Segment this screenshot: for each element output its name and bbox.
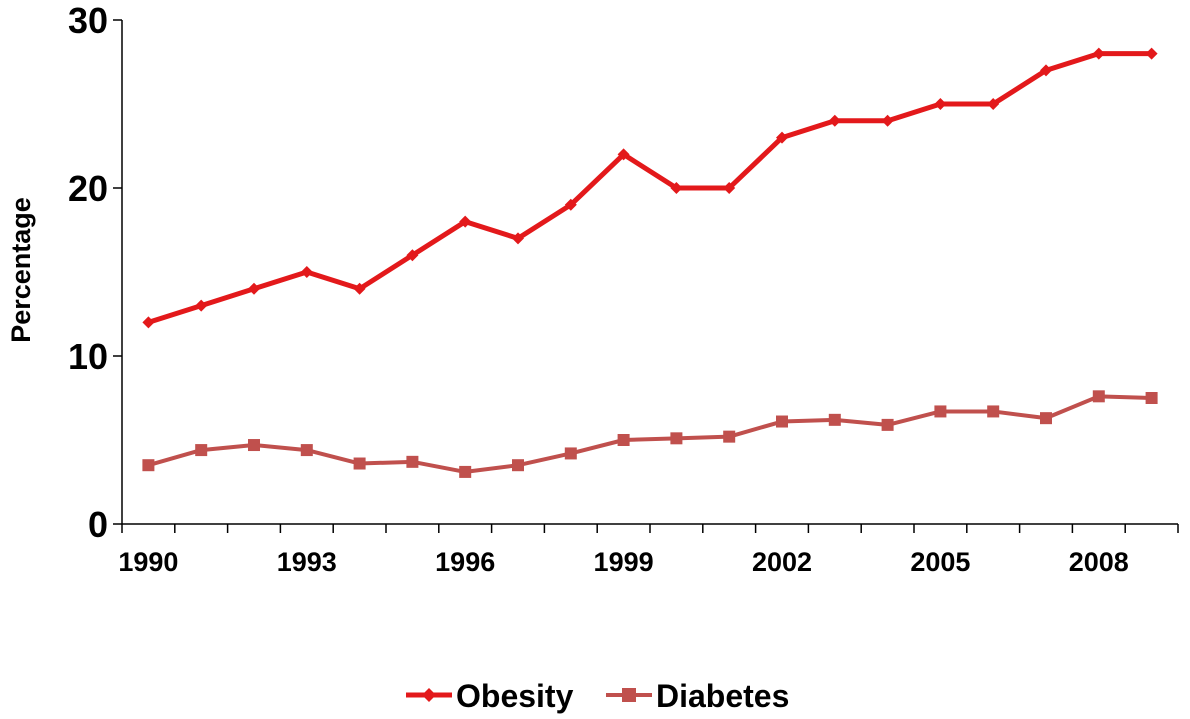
data-point-marker [934,405,947,418]
legend-label: Obesity [456,678,574,714]
legend: Obesity Diabetes [406,678,789,714]
data-point-marker [987,98,1000,110]
data-point-marker [195,444,208,457]
data-point-marker [406,455,419,468]
data-point-marker [828,114,841,127]
data-point-marker [828,413,841,426]
axes: 0 10 20 30 1990 1993 1996 1999 2002 2005 2008 [68,0,1179,577]
y-tick-label: 10 [68,336,108,377]
y-tick-label: 0 [88,504,108,545]
data-point-marker [881,114,894,127]
data-point-marker [142,459,155,472]
series-obesity [142,47,1158,329]
series-line-obesity [145,51,1155,325]
data-point-marker [406,249,419,262]
series-line-diabetes [146,394,1154,474]
data-point-marker [195,299,208,312]
data-point-marker [248,282,260,295]
data-point-marker [1145,47,1158,60]
data-point-marker [353,282,366,295]
data-point-marker [459,465,472,478]
data-point-marker [776,131,788,144]
data-point-marker [564,198,577,211]
data-point-marker [617,148,630,161]
data-point-marker [617,434,630,446]
data-point-marker [1040,64,1052,77]
y-tick-label: 20 [68,168,108,209]
data-point-marker [142,316,155,329]
data-point-marker [723,182,736,194]
data-point-marker [776,415,788,428]
legend-item-obesity: Obesity [406,678,574,714]
data-point-marker [723,430,736,443]
y-tick-label: 30 [68,0,108,41]
y-axis-label: Percentage [6,197,36,343]
data-point-marker [459,215,472,228]
x-tick-label: 2002 [752,547,812,577]
data-point-marker [1145,392,1158,404]
x-tick-label: 1990 [118,547,178,577]
data-point-marker [422,688,436,702]
data-point-marker [353,457,366,470]
data-point-marker [512,459,524,472]
data-point-marker [512,232,524,245]
legend-label: Diabetes [656,678,789,714]
data-point-marker [987,405,1000,418]
data-point-marker [300,444,313,457]
x-tick-label: 2005 [910,547,970,577]
x-tick-label: 1999 [594,547,654,577]
series-diabetes [142,390,1158,478]
data-point-marker [300,266,313,278]
x-tick-label: 1993 [277,547,337,577]
data-point-marker [1092,47,1105,60]
x-tick-label: 2008 [1069,547,1129,577]
data-point-marker [670,432,683,445]
series-layer [142,47,1158,478]
data-point-marker [1092,390,1105,403]
data-point-marker [670,182,683,194]
data-point-marker [248,439,260,452]
data-point-marker [934,98,947,110]
x-tick-label: 1996 [435,547,495,577]
data-point-marker [622,688,636,702]
data-point-marker [1040,412,1052,425]
legend-item-diabetes: Diabetes [606,678,789,714]
data-point-marker [564,447,577,460]
data-point-marker [881,418,894,431]
